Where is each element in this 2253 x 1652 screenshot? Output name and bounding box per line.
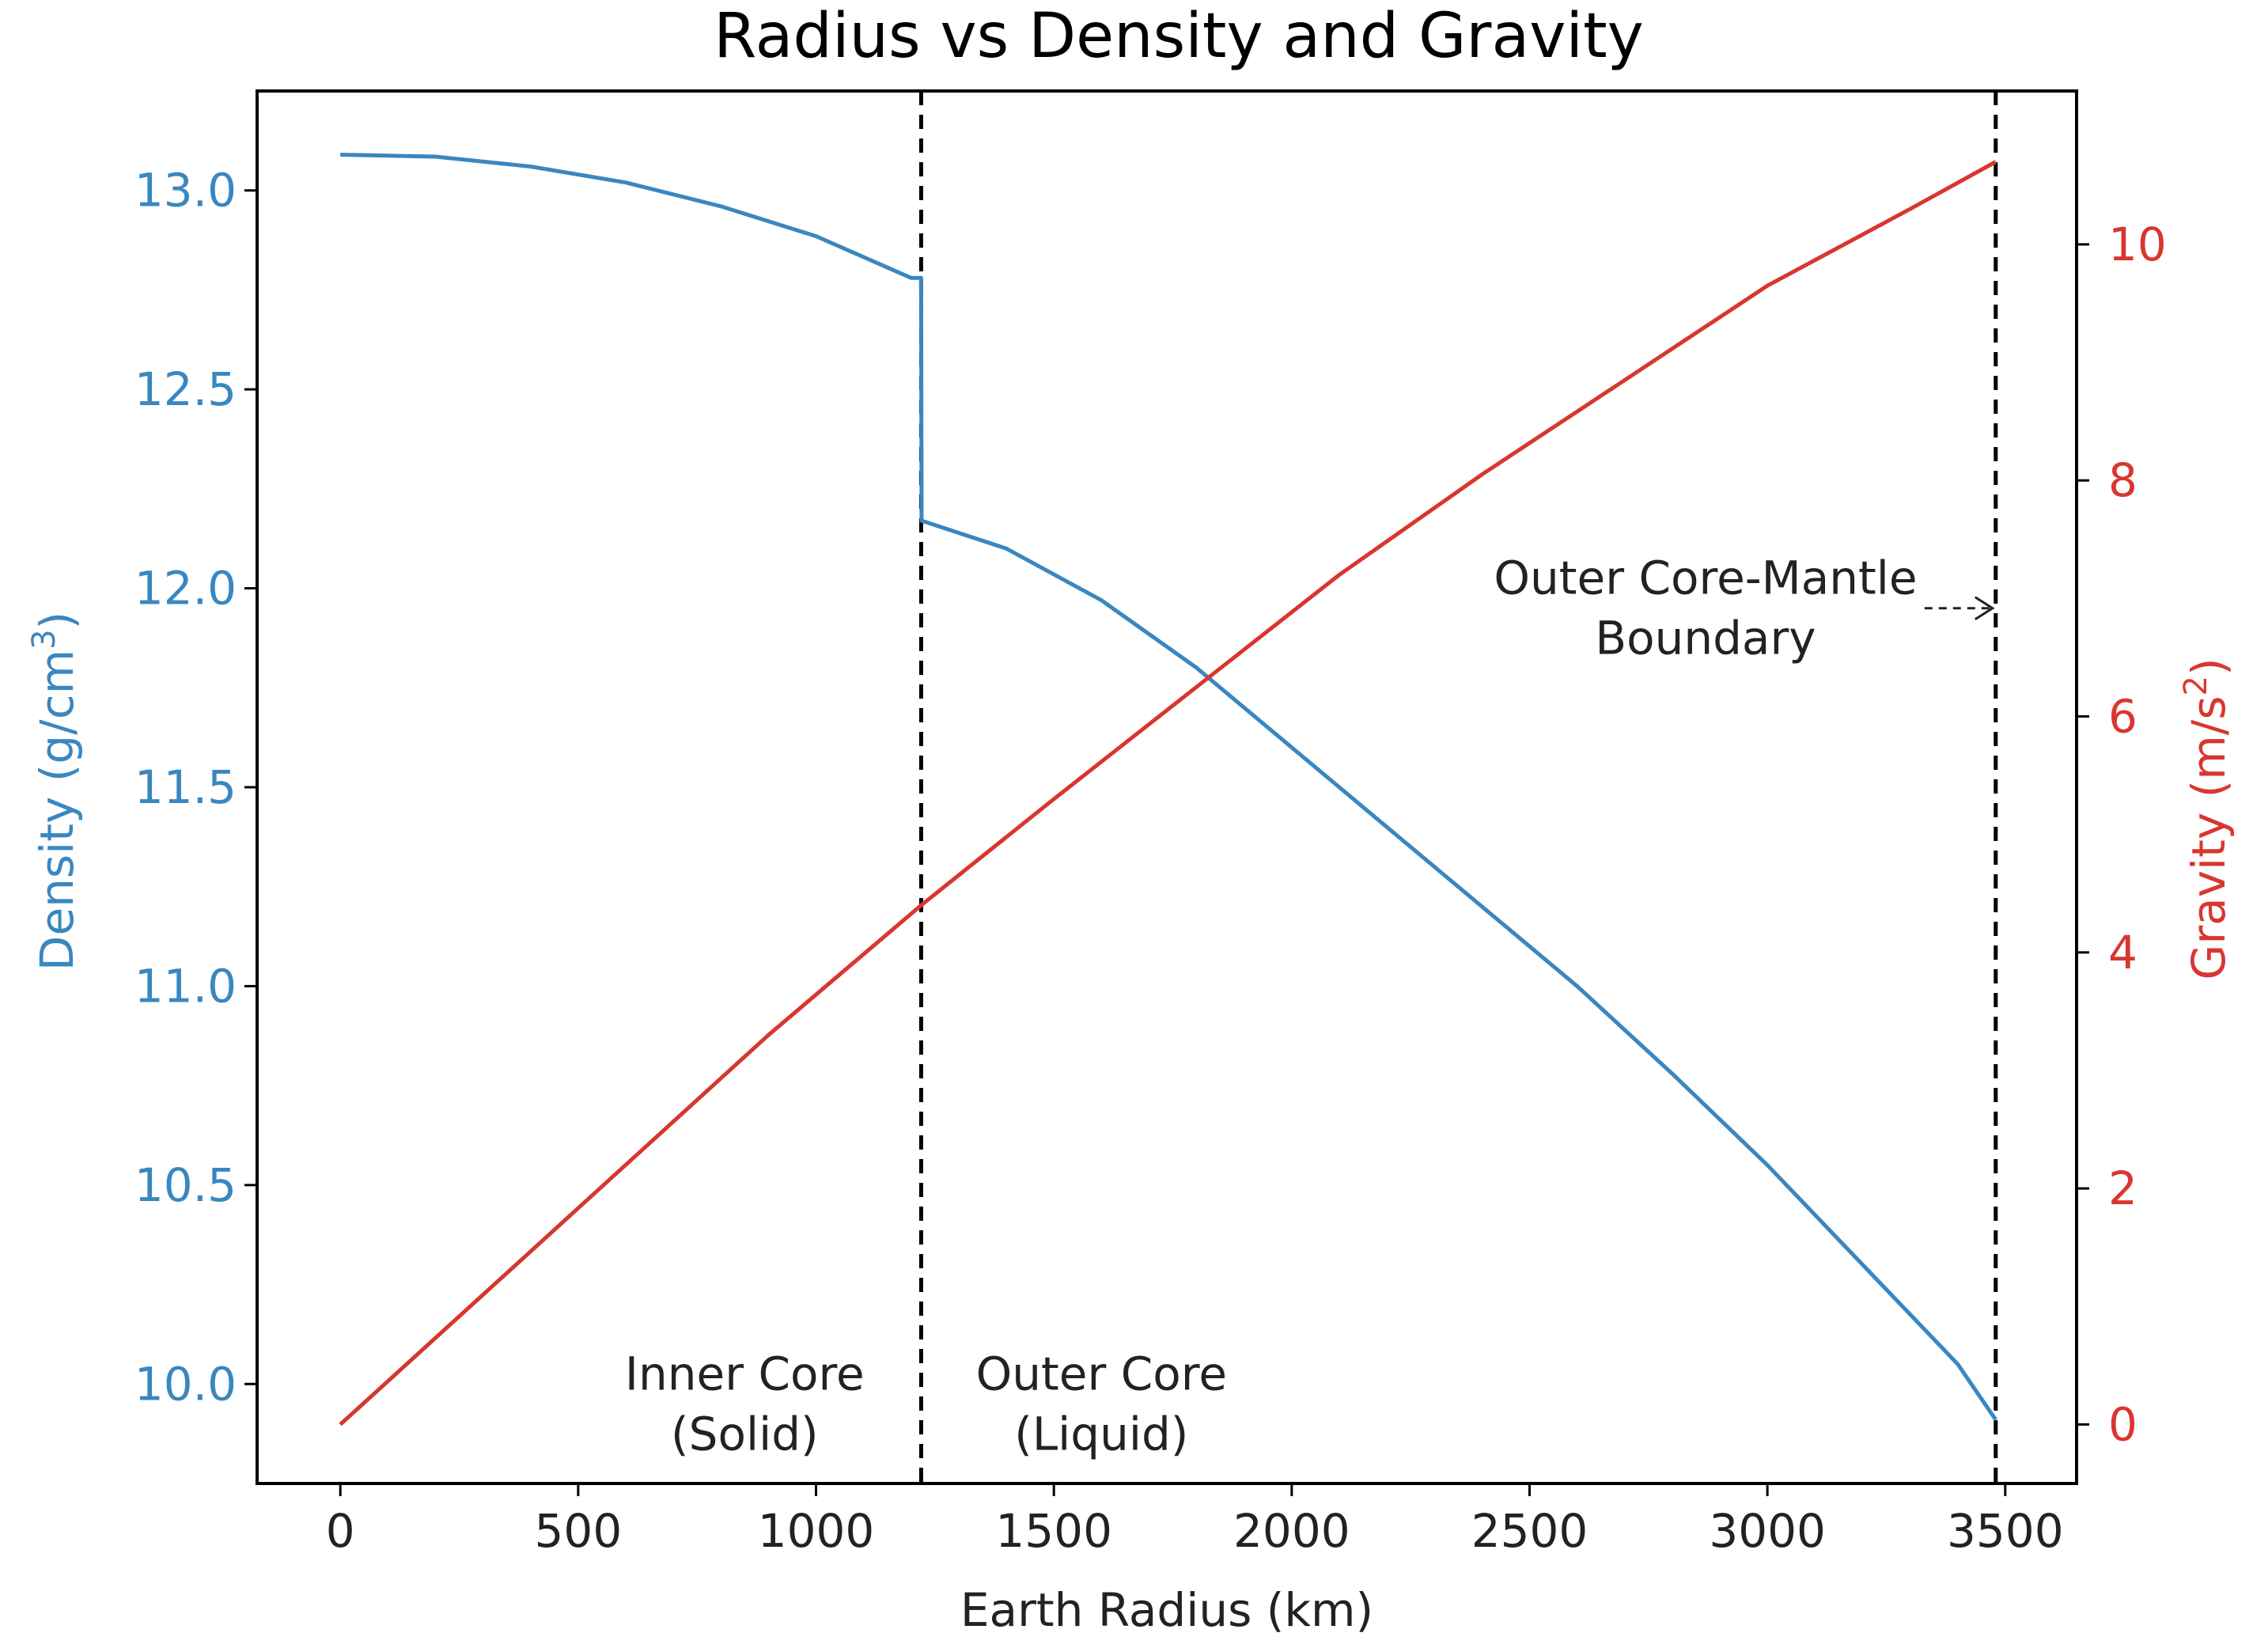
series-lines	[339, 153, 1997, 1427]
left-tick-label: 11.0	[134, 959, 237, 1013]
right-tick-label: 4	[2108, 926, 2138, 979]
right-tick-label: 8	[2108, 453, 2138, 507]
annotation-text: (Solid)	[671, 1407, 819, 1461]
x-tick-label: 500	[535, 1504, 623, 1558]
annotation-text: Inner Core	[625, 1347, 865, 1400]
gravity-series-line	[339, 160, 1997, 1427]
chart-title: Radius vs Density and Gravity	[714, 1, 1644, 72]
boundary-lines	[918, 91, 1998, 1483]
annotations: Inner Core (Solid) Outer Core (Liquid) Outer…	[625, 551, 1995, 1461]
annotation-text: (Liquid)	[1014, 1407, 1188, 1461]
x-tick-label: 2500	[1471, 1504, 1588, 1558]
right-tick-label: 6	[2108, 690, 2138, 744]
annotation-text: Outer Core-Mantle	[1494, 551, 1917, 605]
right-y-axis: 0 2 4 6 8 10	[2077, 218, 2167, 1451]
right-tick-label: 0	[2108, 1397, 2138, 1451]
x-axis-label: Earth Radius (km)	[960, 1583, 1373, 1637]
left-axis-label: Density (g/cm3)	[26, 612, 84, 971]
right-tick-label: 2	[2108, 1161, 2138, 1215]
left-tick-label: 12.0	[134, 562, 237, 616]
annotation-arrow-head	[1974, 596, 1995, 620]
x-tick-label: 1000	[758, 1504, 875, 1558]
x-tick-label: 0	[326, 1504, 355, 1558]
right-tick-label: 10	[2108, 218, 2167, 271]
x-tick-label: 3500	[1947, 1504, 2064, 1558]
left-tick-label: 12.5	[134, 362, 237, 416]
density-series-line	[340, 153, 1997, 1421]
x-tick-label: 1500	[995, 1504, 1112, 1558]
left-tick-label: 11.5	[134, 760, 237, 814]
left-y-axis: 10.0 10.5 11.0 11.5 12.0 12.5 13.0	[134, 164, 257, 1411]
x-tick-label: 2000	[1233, 1504, 1350, 1558]
left-tick-label: 13.0	[134, 164, 237, 218]
annotation-text: Boundary	[1595, 612, 1816, 665]
annotation-text: Outer Core	[976, 1347, 1227, 1400]
left-tick-label: 10.0	[134, 1357, 237, 1411]
x-axis: 0 500 1000 1500 2000 2500 3000 3500	[326, 1483, 2064, 1558]
left-tick-label: 10.5	[134, 1158, 237, 1212]
right-axis-label: Gravity (m/s2)	[2178, 657, 2236, 979]
x-tick-label: 3000	[1709, 1504, 1826, 1558]
